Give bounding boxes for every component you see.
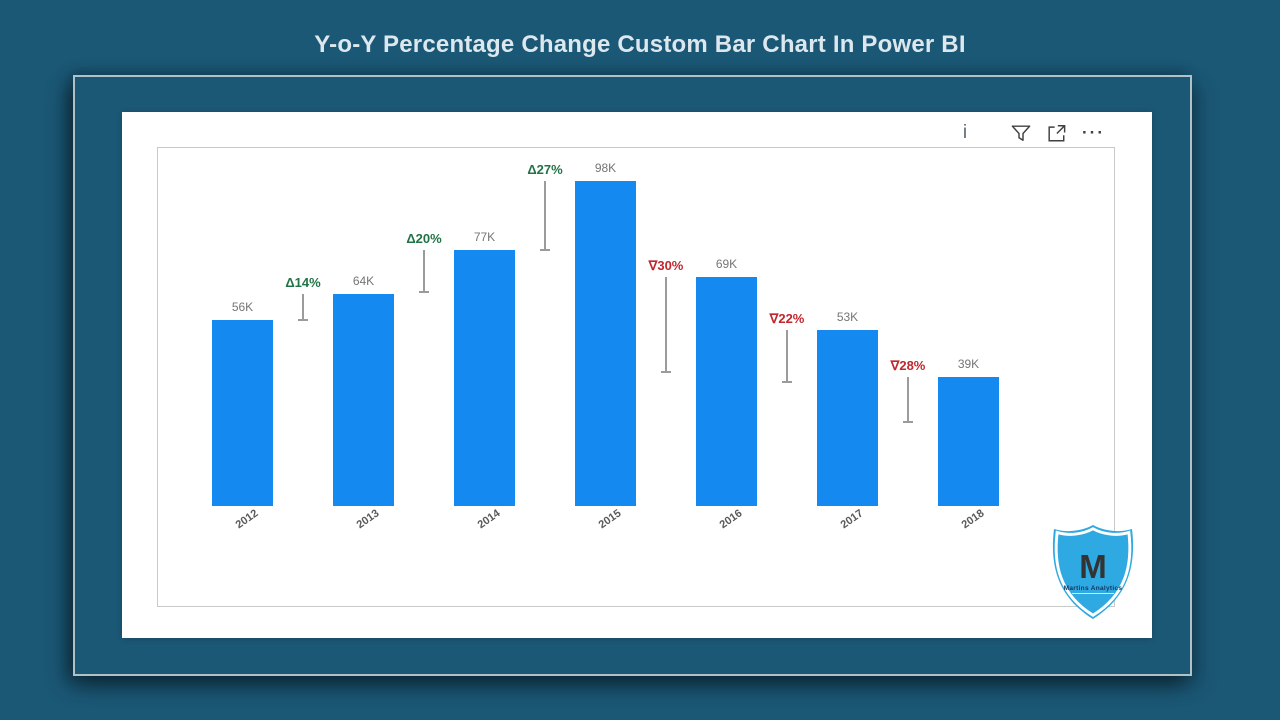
focus-mode-icon[interactable] — [1045, 123, 1067, 143]
change-connector-cap — [298, 319, 308, 321]
bar-2018[interactable] — [938, 377, 999, 506]
bar-value-label: 39K — [957, 357, 980, 371]
change-connector-cap — [540, 249, 550, 251]
change-percent-label: ∇22% — [769, 311, 805, 326]
logo-brand-text: Martins Analytics — [1064, 585, 1123, 592]
bar-value-label: 98K — [594, 161, 617, 175]
change-percent-label: Δ27% — [527, 162, 563, 177]
bar-2012[interactable] — [212, 320, 273, 506]
outer-frame: i ··· 56K 2012 64K 2013 Δ14% 77K 2014 Δ20% 98K 20… — [73, 75, 1192, 676]
x-axis-label: 2018 — [959, 507, 986, 532]
x-axis-label: 2013 — [354, 507, 381, 532]
bar-2017[interactable] — [817, 330, 878, 506]
change-connector-line — [665, 277, 667, 373]
bar-2015[interactable] — [575, 181, 636, 506]
x-axis-label: 2017 — [838, 507, 865, 532]
bar-value-label: 69K — [715, 257, 738, 271]
change-percent-label: ∇30% — [648, 258, 684, 273]
bar-value-label: 64K — [352, 274, 375, 288]
change-percent-label: ∇28% — [890, 358, 926, 373]
logo-initial: M — [1079, 548, 1107, 585]
info-icon[interactable]: i — [962, 122, 968, 143]
filter-icon[interactable] — [1010, 123, 1032, 143]
page-title: Y-o-Y Percentage Change Custom Bar Chart… — [314, 31, 966, 58]
powerbi-visual-card: i ··· 56K 2012 64K 2013 Δ14% 77K 2014 Δ20% 98K 20… — [122, 112, 1152, 638]
bar-2013[interactable] — [333, 294, 394, 506]
change-connector-line — [544, 181, 546, 251]
change-connector-cap — [903, 421, 913, 423]
bar-value-label: 77K — [473, 230, 496, 244]
more-options-icon[interactable]: ··· — [1082, 123, 1105, 142]
bar-value-label: 56K — [231, 300, 254, 314]
change-connector-line — [302, 294, 304, 321]
x-axis-label: 2014 — [475, 507, 502, 532]
x-axis-label: 2016 — [717, 507, 744, 532]
bar-2016[interactable] — [696, 277, 757, 506]
change-connector-cap — [782, 381, 792, 383]
change-connector-cap — [661, 371, 671, 373]
change-connector-line — [786, 330, 788, 383]
change-connector-cap — [419, 291, 429, 293]
change-connector-line — [423, 250, 425, 293]
visual-header: i ··· — [958, 120, 1105, 146]
brand-logo: M Martins Analytics — [1052, 525, 1134, 619]
change-percent-label: Δ14% — [285, 275, 321, 290]
chart-plot-area: 56K 2012 64K 2013 Δ14% 77K 2014 Δ20% 98K 2015 Δ27%… — [157, 147, 1115, 607]
x-axis-label: 2012 — [233, 507, 260, 532]
change-percent-label: Δ20% — [406, 231, 442, 246]
change-connector-line — [907, 377, 909, 423]
x-axis-label: 2015 — [596, 507, 623, 532]
bar-2014[interactable] — [454, 250, 515, 506]
bar-value-label: 53K — [836, 310, 859, 324]
